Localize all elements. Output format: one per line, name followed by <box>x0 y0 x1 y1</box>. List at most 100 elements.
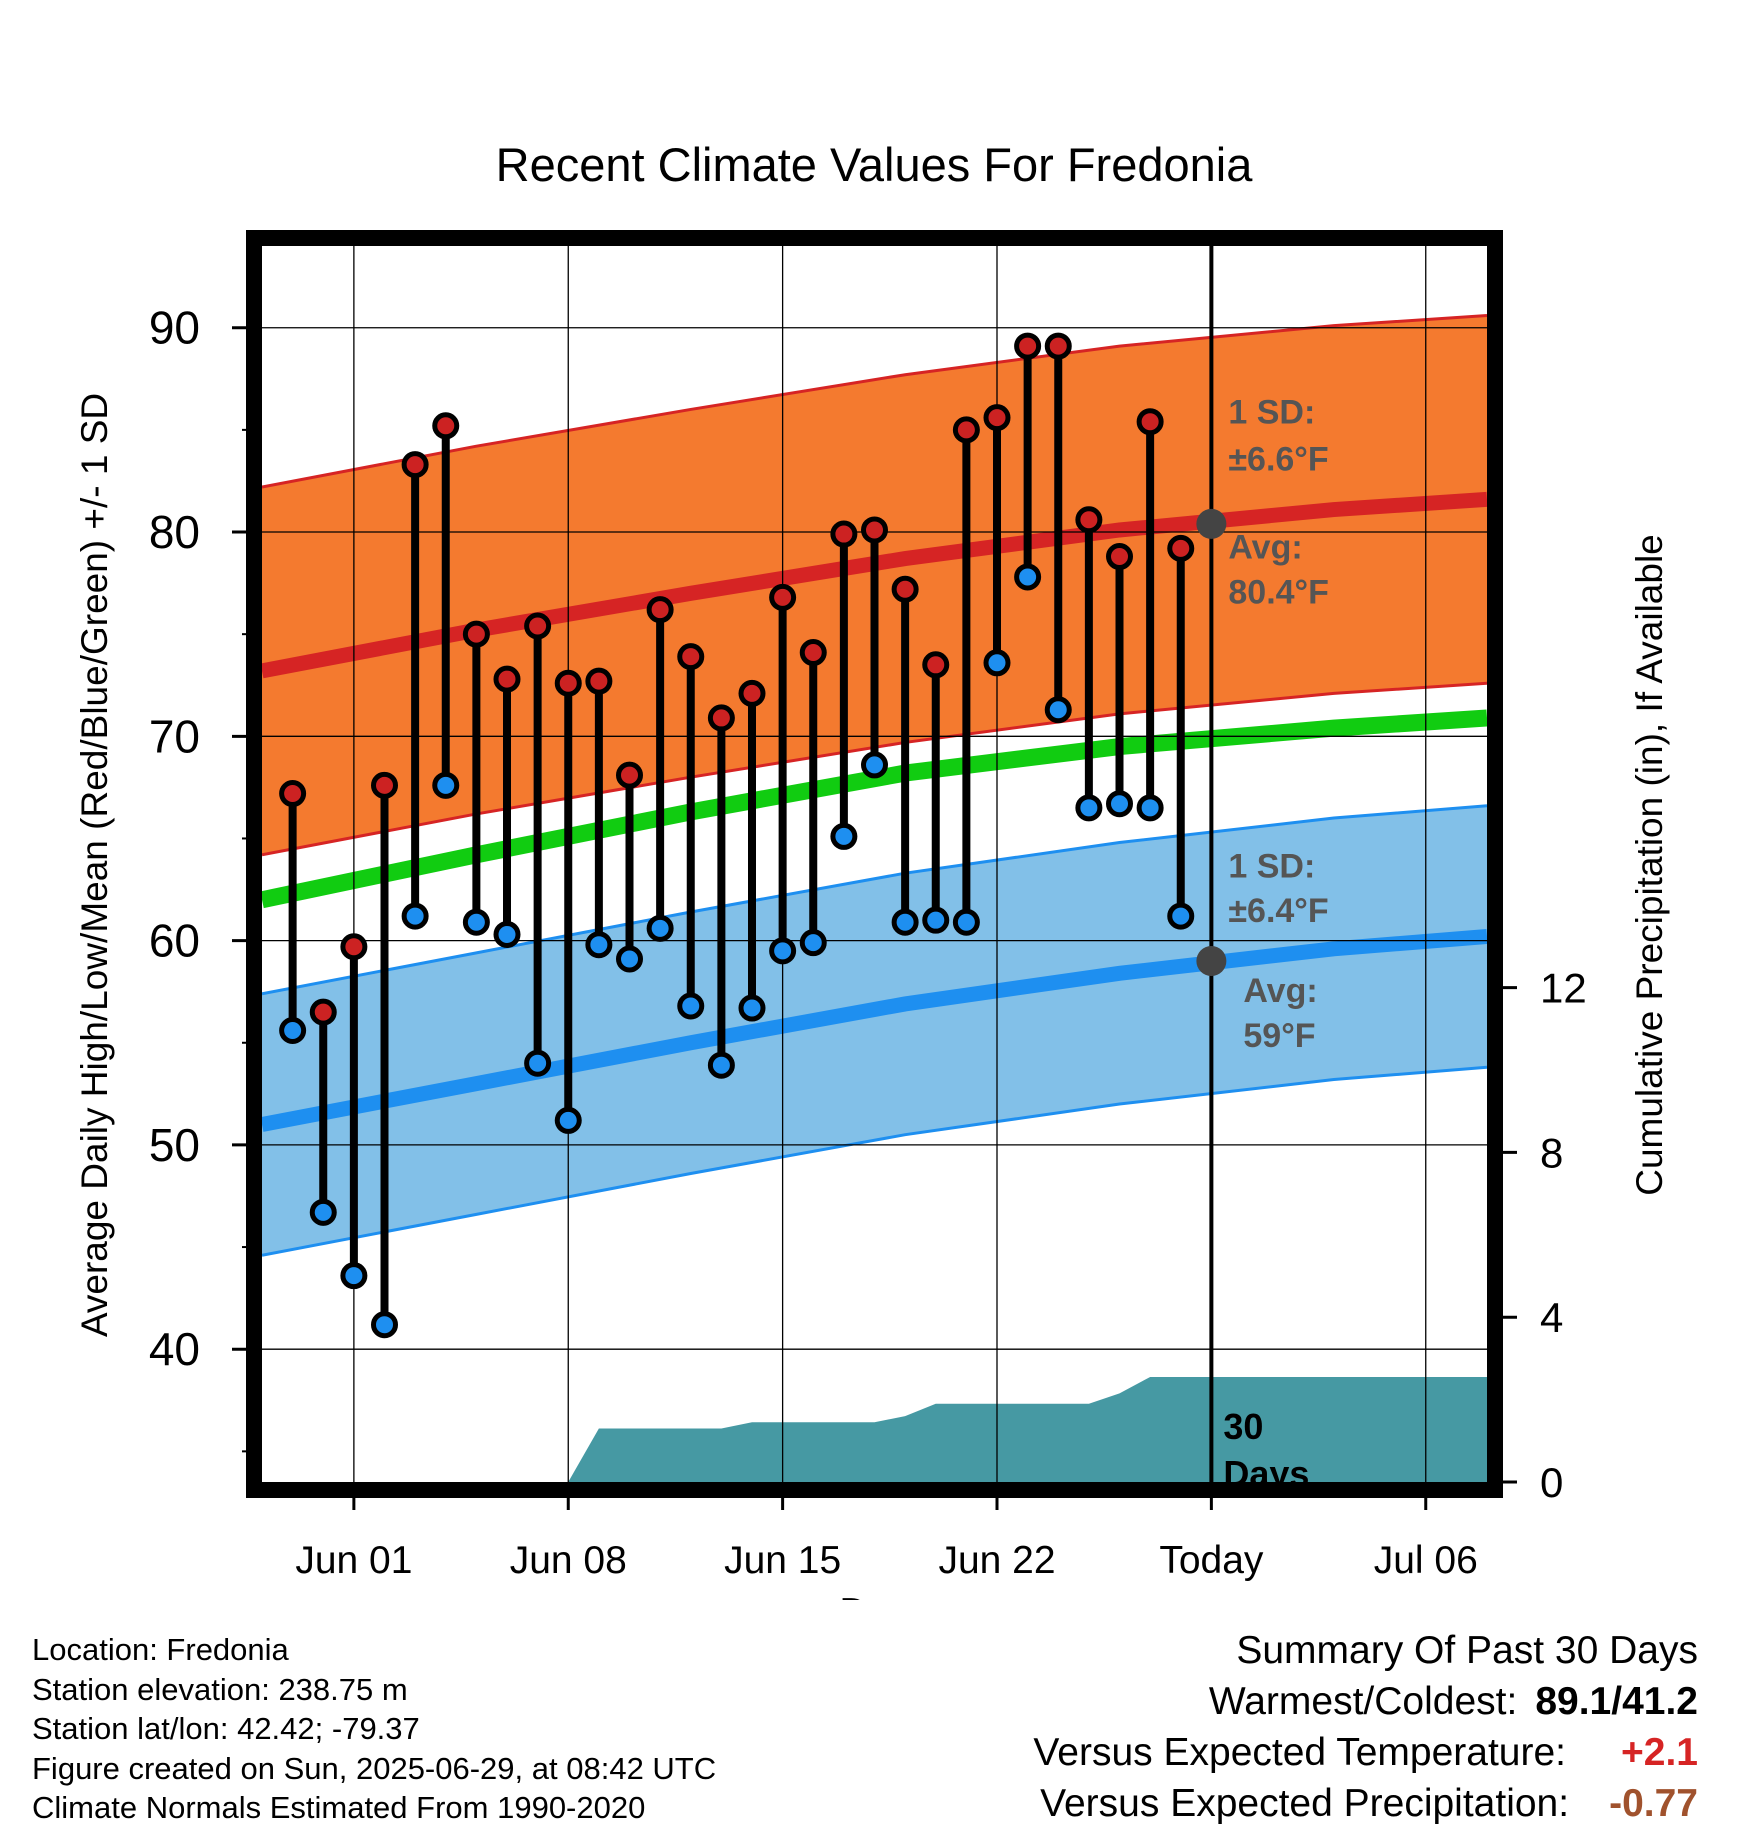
x-tick-label: Jun 01 <box>295 1539 412 1582</box>
high-point <box>1014 332 1042 360</box>
low-point <box>1044 696 1072 724</box>
high-point <box>585 667 613 695</box>
low-point <box>769 937 797 965</box>
x-tick-label: Today <box>1159 1539 1264 1582</box>
low-point <box>707 1051 735 1079</box>
x-tick-label: Jun 15 <box>724 1539 841 1582</box>
high-point <box>616 761 643 789</box>
station-info: Location: Fredonia Station elevation: 23… <box>32 1630 716 1828</box>
low-avg-value: 59°F <box>1243 1017 1315 1055</box>
y-axis-label: Average Daily High/Low/Mean (Red/Blue/Gr… <box>74 393 115 1337</box>
high-point <box>432 412 460 440</box>
y2-tick-label: 4 <box>1540 1294 1563 1341</box>
y-tick-label: 50 <box>149 1119 200 1171</box>
y2-tick-label: 0 <box>1540 1459 1563 1506</box>
low-sd-lower <box>262 1065 1487 1257</box>
low-point <box>983 649 1011 677</box>
low-point <box>432 771 460 799</box>
low-point <box>738 994 766 1022</box>
y-tick-label: 90 <box>149 302 200 354</box>
days-label-number: 30 <box>1223 1406 1263 1447</box>
summary-panel: Summary Of Past 30 Days Warmest/Coldest:… <box>1033 1625 1698 1829</box>
high-sd-label: 1 SD: <box>1228 394 1315 432</box>
precip-anomaly-label: Versus Expected Precipitation: <box>1040 1782 1570 1825</box>
high-point <box>769 583 797 611</box>
high-point <box>524 612 552 640</box>
high-point <box>309 998 337 1026</box>
created-text: Figure created on Sun, 2025-06-29, at 08… <box>32 1750 717 1786</box>
high-point <box>861 516 888 544</box>
temp-anomaly-label: Versus Expected Temperature: <box>1033 1731 1566 1774</box>
high-point <box>554 669 582 697</box>
y-tick-label: 60 <box>149 915 200 967</box>
low-point <box>401 902 429 930</box>
elevation-text: Station elevation: 238.75 m <box>32 1671 408 1707</box>
latlon-text: Station lat/lon: 42.42; -79.37 <box>32 1711 420 1746</box>
low-point <box>279 1017 307 1045</box>
high-point <box>279 780 307 808</box>
y2-tick-label: 12 <box>1540 965 1587 1012</box>
low-point <box>677 992 705 1020</box>
low-point <box>524 1049 552 1077</box>
x-tick-label: Jun 08 <box>510 1539 627 1582</box>
low-point <box>1136 794 1164 822</box>
high-point <box>371 771 398 799</box>
x-tick-label: Jul 06 <box>1374 1539 1478 1582</box>
temp-anomaly-row: Versus Expected Temperature: +2.1 <box>1033 1727 1698 1778</box>
high-point <box>646 596 674 624</box>
high-point <box>1167 534 1195 562</box>
low-sd-value: ±6.4°F <box>1228 892 1328 930</box>
low-point <box>340 1262 368 1290</box>
high-point <box>922 651 950 679</box>
summary-title: Summary Of Past 30 Days <box>1236 1629 1698 1672</box>
high-sd-value: ±6.6°F <box>1228 441 1328 479</box>
high-point <box>401 451 429 479</box>
location-text: Location: Fredonia <box>32 1632 289 1667</box>
low-point <box>830 822 858 850</box>
low-point <box>891 908 919 936</box>
y-tick-label: 40 <box>149 1323 200 1375</box>
warm-cold-value: 89.1/41.2 <box>1535 1680 1698 1723</box>
x-tick-label: Jun 22 <box>938 1539 1055 1582</box>
low-point <box>646 914 674 942</box>
y2-axis-label: Cumulative Precipitation (in), If Availa… <box>1629 534 1670 1196</box>
high-point <box>738 679 766 707</box>
chart-title: Recent Climate Values For Fredonia <box>496 138 1254 191</box>
low-avg-label: Avg: <box>1243 972 1317 1010</box>
normals-text: Climate Normals Estimated From 1990-2020 <box>32 1790 646 1825</box>
high-avg-value: 80.4°F <box>1228 574 1329 612</box>
high-avg-marker <box>1196 508 1227 539</box>
climate-chart: Recent Climate Values For Fredonia 1 SD:… <box>74 138 1670 1600</box>
low-point <box>861 751 888 779</box>
high-point <box>462 620 490 648</box>
low-avg-line <box>262 929 1487 1132</box>
low-point <box>952 908 980 936</box>
warm-cold-row: Warmest/Coldest: 89.1/41.2 <box>1033 1676 1698 1727</box>
high-point <box>983 404 1011 432</box>
low-sd-label: 1 SD: <box>1228 847 1315 885</box>
low-point <box>1106 790 1133 818</box>
high-point <box>677 643 705 671</box>
low-avg-marker <box>1196 946 1227 977</box>
low-point <box>371 1311 398 1339</box>
high-point <box>493 665 521 693</box>
low-point <box>1014 563 1042 591</box>
high-point <box>799 639 827 667</box>
high-point <box>1136 408 1164 436</box>
y-tick-label: 80 <box>149 506 200 558</box>
plot-frame <box>246 230 1503 1498</box>
warm-cold-label: Warmest/Coldest: <box>1208 1680 1518 1723</box>
low-point <box>585 931 613 959</box>
low-point <box>462 908 490 936</box>
high-point <box>891 575 919 603</box>
low-point <box>922 906 950 934</box>
low-point <box>616 945 643 973</box>
high-point <box>1075 506 1103 534</box>
high-point <box>1044 332 1072 360</box>
low-point <box>1075 794 1103 822</box>
precip-area <box>568 1376 1487 1482</box>
high-point <box>830 520 858 548</box>
high-point <box>1106 543 1133 571</box>
precip-anomaly-value: -0.77 <box>1609 1782 1698 1825</box>
low-point <box>1167 902 1195 930</box>
